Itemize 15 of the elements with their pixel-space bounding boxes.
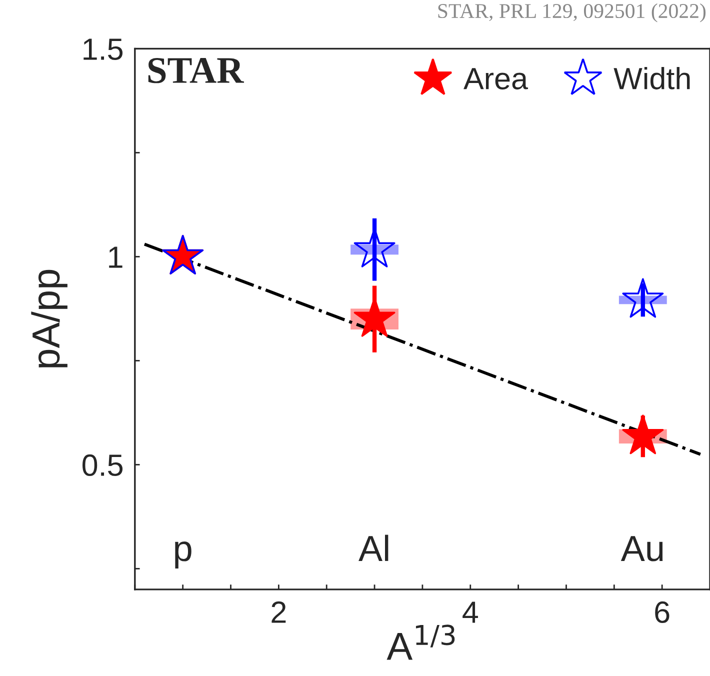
x-tick-label: 2 bbox=[272, 601, 286, 623]
x-tick-label: 4 bbox=[462, 602, 478, 623]
annotation: p bbox=[175, 542, 192, 568]
x-axis-title: A$^{1/3}$ bbox=[386, 624, 455, 660]
legend-label: Width bbox=[614, 67, 690, 90]
y-tick-label: 1.5 bbox=[84, 38, 123, 60]
legend-label: Area bbox=[464, 68, 528, 90]
y-tick-label: 0.5 bbox=[82, 454, 123, 476]
y-axis-title: pA/pp bbox=[31, 270, 68, 368]
y-tick-label: 1 bbox=[109, 246, 122, 268]
annotation: STAR bbox=[148, 58, 244, 84]
annotation: Al bbox=[358, 534, 388, 561]
text: STAR, PRL 129, 092501 (2022) bbox=[438, 3, 706, 22]
x-tick-label: 6 bbox=[655, 601, 670, 624]
annotation: Au bbox=[620, 536, 663, 562]
